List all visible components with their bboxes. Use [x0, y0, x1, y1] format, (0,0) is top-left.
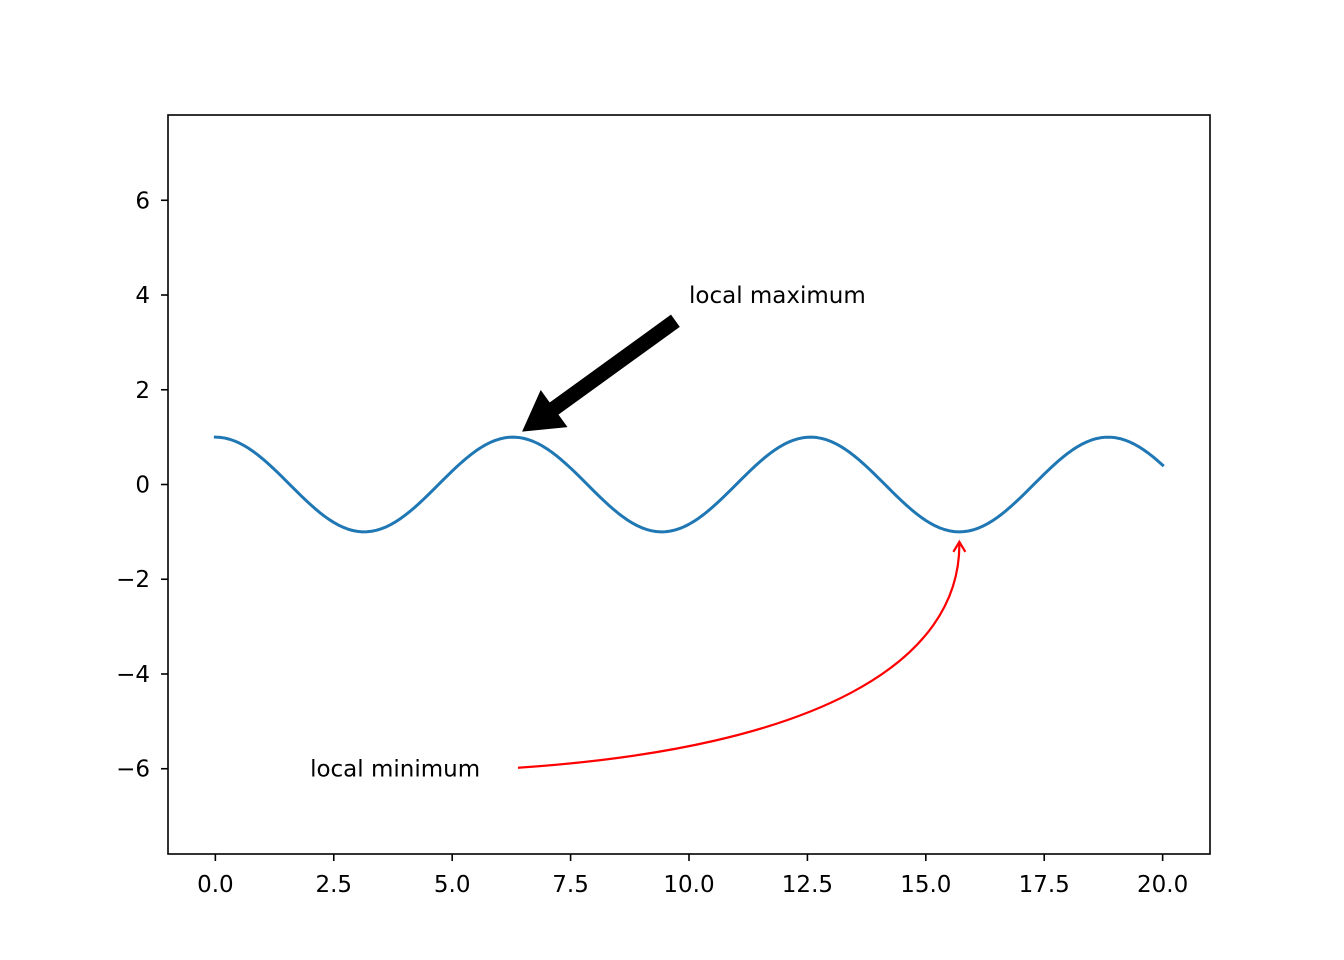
x-tick-label: 0.0	[197, 872, 234, 898]
y-tick-label: 0	[135, 473, 150, 499]
x-tick-label: 5.0	[434, 872, 471, 898]
annotation-arrow	[522, 314, 680, 432]
x-tick-label: 20.0	[1137, 872, 1188, 898]
x-tick-label: 17.5	[1019, 872, 1070, 898]
annotation-arrow	[517, 541, 961, 769]
y-tick-label: 4	[135, 283, 150, 309]
annotation-label: local minimum	[310, 757, 480, 783]
plot-area	[168, 115, 1210, 854]
y-tick-label: 6	[135, 188, 150, 214]
x-tick-label: 10.0	[663, 872, 714, 898]
series-line	[213, 435, 1165, 534]
annotation-arrowhead	[952, 539, 967, 553]
x-tick-label: 2.5	[315, 872, 352, 898]
y-tick-label: −6	[116, 757, 150, 783]
x-tick-label: 7.5	[552, 872, 589, 898]
y-axis-ticks: 6 4 2 0 −2 −4 −6	[116, 188, 168, 783]
x-axis-ticks: 0.0 2.5 5.0 7.5 10.0 12.5 15.0 17.5 20.0	[197, 854, 1188, 898]
x-tick-label: 15.0	[900, 872, 951, 898]
annotation-layer: local maximum local minimum	[310, 283, 967, 783]
x-tick-label: 12.5	[782, 872, 833, 898]
series-layer	[213, 435, 1165, 534]
y-tick-label: −4	[116, 662, 150, 688]
y-tick-label: −2	[116, 567, 150, 593]
annotation-label: local maximum	[689, 283, 866, 309]
y-tick-label: 2	[135, 378, 150, 404]
plot-axes	[168, 115, 1210, 854]
plot-frame	[167, 114, 1211, 855]
